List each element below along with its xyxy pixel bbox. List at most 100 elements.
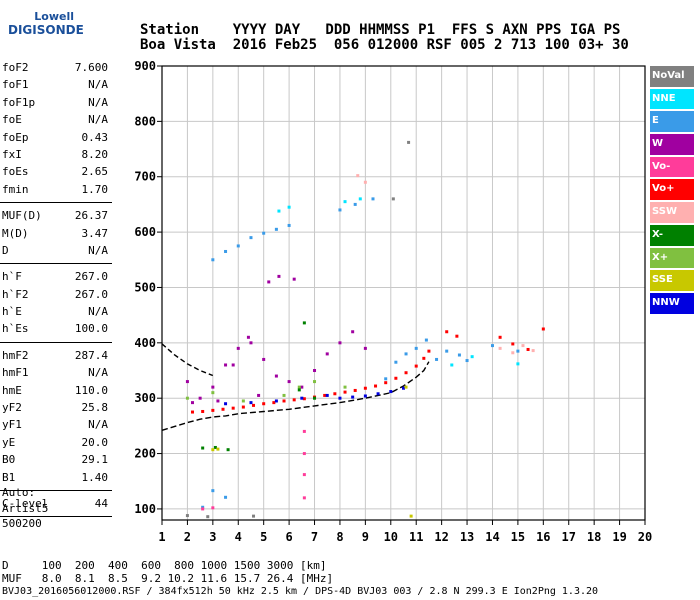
param-row: fmin 1.70 <box>0 181 112 198</box>
param-value: 26.37 <box>74 209 108 223</box>
legend-item: NNW <box>650 292 694 314</box>
data-point <box>211 258 215 262</box>
data-point <box>526 347 530 351</box>
data-point <box>424 338 428 342</box>
legend-item: SSW <box>650 202 694 223</box>
param-row: B1 1.40 <box>0 469 112 486</box>
data-point <box>252 514 256 518</box>
param-row: MUF(D) 26.37 <box>0 207 112 224</box>
param-row: hmF2 287.4 <box>0 347 112 364</box>
data-point <box>249 401 253 405</box>
data-point <box>231 363 235 367</box>
data-point <box>325 352 329 356</box>
legend-item: X+ <box>650 247 694 269</box>
legend-item: Vo+ <box>650 179 694 201</box>
data-point <box>333 392 337 396</box>
data-point <box>262 357 266 361</box>
x-tick-label: 17 <box>562 530 576 544</box>
data-point <box>450 363 454 367</box>
x-tick-label: 4 <box>235 530 242 544</box>
data-point <box>409 514 413 518</box>
data-point <box>297 385 301 389</box>
divider <box>0 341 112 343</box>
data-point <box>313 380 317 384</box>
data-point <box>404 352 408 356</box>
param-name: hmF2 <box>2 348 29 362</box>
param-value: 25.8 <box>81 401 109 415</box>
x-tick-label: 6 <box>285 530 292 544</box>
x-tick-label: 12 <box>434 530 448 544</box>
x-tick-label: 9 <box>362 530 369 544</box>
data-point <box>516 362 520 366</box>
autoscaling-version: 500200 <box>2 517 42 530</box>
legend-item: X- <box>650 224 694 246</box>
param-row: foEp 0.43 <box>0 129 112 146</box>
muf-row: MUF 8.0 8.1 8.5 9.2 10.2 11.6 15.7 26.4 … <box>2 572 334 585</box>
autoscaling-label: Auto: <box>2 486 36 499</box>
data-point <box>363 346 367 350</box>
x-tick-label: 18 <box>587 530 601 544</box>
data-point <box>277 274 281 278</box>
data-point <box>221 407 225 411</box>
data-point <box>277 209 281 213</box>
data-point <box>465 359 469 363</box>
data-point <box>246 335 250 339</box>
data-point <box>343 385 347 389</box>
data-point <box>338 341 342 345</box>
data-point <box>389 390 393 394</box>
data-point <box>358 197 362 201</box>
parameter-sidebar: foF2 7.600 foF1 N/A foF1p N/A foE N/A foEp 0.43 fx… <box>0 59 112 521</box>
data-point <box>356 174 360 178</box>
x-tick-label: 19 <box>612 530 626 544</box>
param-value: 29.1 <box>81 453 109 467</box>
param-row: h`F 267.0 <box>0 268 112 285</box>
data-point <box>498 346 502 350</box>
param-name: yF1 <box>2 418 22 432</box>
data-point <box>211 489 215 493</box>
x-tick-label: 5 <box>260 530 267 544</box>
data-point <box>351 330 355 334</box>
data-point <box>323 393 327 397</box>
data-point <box>384 381 388 385</box>
x-tick-label: 7 <box>311 530 318 544</box>
param-value: 267.0 <box>74 287 108 301</box>
data-point <box>272 401 276 405</box>
data-point <box>391 197 395 201</box>
data-point <box>363 180 367 184</box>
data-point <box>445 330 449 334</box>
data-point <box>351 395 355 399</box>
param-name: C-level <box>2 496 49 510</box>
data-point <box>282 393 286 397</box>
logo-lowell-text: Lowell <box>34 10 74 23</box>
data-point <box>302 429 306 433</box>
param-name: M(D) <box>2 226 29 240</box>
param-name: h`F2 <box>2 287 29 301</box>
data-point <box>300 385 304 389</box>
data-point <box>211 391 215 395</box>
param-group-virtual-heights: h`F 267.0 h`F2 267.0 h`E N/A h`Es 100.0 <box>0 268 112 338</box>
x-tick-label: 8 <box>336 530 343 544</box>
data-point <box>511 351 515 355</box>
param-name: fxI <box>2 147 22 161</box>
param-value: 100.0 <box>74 322 108 336</box>
legend-item: NoVal <box>650 66 694 87</box>
x-tick-label: 14 <box>485 530 499 544</box>
data-point <box>274 227 278 231</box>
data-point <box>267 280 271 284</box>
data-point <box>185 514 189 518</box>
data-point <box>287 205 291 209</box>
param-name: foF1p <box>2 95 36 109</box>
plot-frame <box>161 65 646 521</box>
profile-trace-lower <box>161 361 430 431</box>
data-point <box>302 452 306 456</box>
param-value: 2.65 <box>81 165 109 179</box>
data-point <box>211 408 215 412</box>
x-tick-label: 15 <box>511 530 525 544</box>
data-point <box>343 200 347 204</box>
data-point <box>422 356 426 360</box>
data-point <box>287 380 291 384</box>
data-point <box>404 385 408 389</box>
data-point <box>185 380 189 384</box>
data-point <box>226 448 230 452</box>
param-name: hmE <box>2 383 22 397</box>
